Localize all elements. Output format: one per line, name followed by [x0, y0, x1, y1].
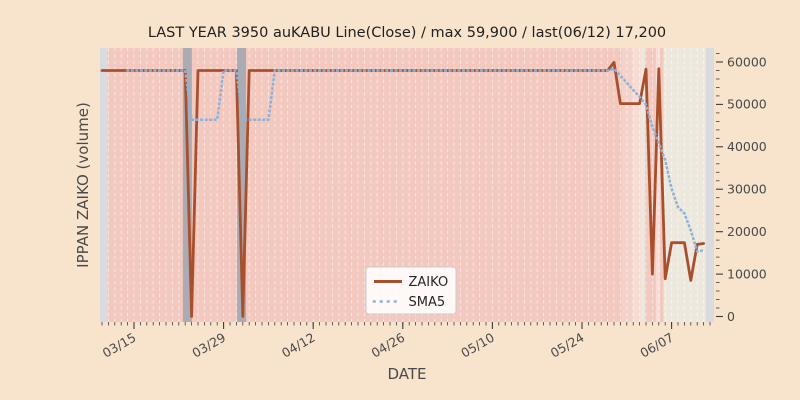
band-edge_gray	[705, 48, 714, 322]
y-tick-label: 0	[727, 309, 735, 324]
legend-sma5-label: SMA5	[409, 295, 446, 310]
y-tick-label: 20000	[727, 224, 767, 239]
x-axis-label: DATE	[387, 365, 426, 383]
series-line-sma5	[126, 67, 706, 253]
y-tick-label: 40000	[727, 139, 767, 154]
y-axis-label: IPPAN ZAIKO (volume)	[74, 102, 92, 268]
legend: ZAIKO SMA5	[365, 266, 457, 315]
y-axis: 0 10000 20000 30000 40000 50000 60000	[716, 53, 767, 324]
y-tick-label: 50000	[727, 97, 767, 112]
series-lines	[100, 61, 706, 318]
band-band_gray	[237, 48, 246, 322]
band-pink_light	[622, 48, 633, 322]
y-tick-label: 30000	[727, 182, 767, 197]
legend-zaiko-label: ZAIKO	[409, 275, 449, 290]
y-tick-label: 60000	[727, 54, 767, 69]
legend-box-border	[365, 266, 457, 315]
band-pink_lighter	[632, 48, 641, 322]
band-edge_gray	[100, 48, 108, 322]
y-tick-label: 10000	[727, 266, 767, 281]
band-pink_lighter	[655, 48, 661, 322]
chart-title: LAST YEAR 3950 auKABU Line(Close) / max …	[148, 25, 666, 41]
